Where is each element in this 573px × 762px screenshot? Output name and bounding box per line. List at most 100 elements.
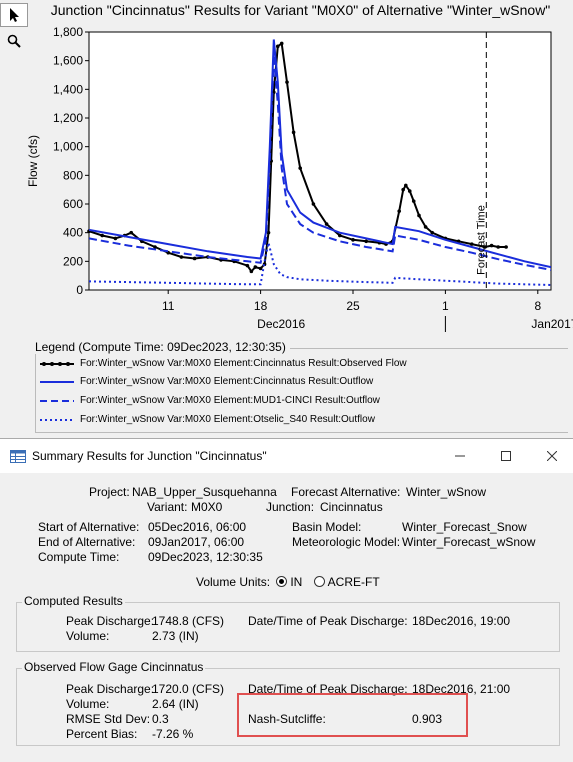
y-tick-label: 200 (63, 254, 83, 268)
outflow-line-swatch (40, 380, 74, 383)
y-tick-label: 1,800 (53, 25, 83, 39)
observed-point (279, 41, 284, 46)
observed-flow-title: Observed Flow Gage Cincinnatus (22, 660, 206, 674)
observed-point (253, 265, 258, 269)
legend-item-observed: For:Winter_wSnow Var:M0X0 Element:Cincin… (40, 355, 407, 372)
computed-peak-label: Peak Discharge: (66, 614, 155, 628)
legend-title: Legend (Compute Time: 09Dec2023, 12:30:3… (35, 340, 290, 354)
project-label: Project: (89, 485, 130, 499)
observed-point (291, 130, 296, 135)
x-tick-label: 1 (442, 299, 449, 313)
compute-time-label: Compute Time: (38, 550, 120, 564)
close-icon (547, 451, 557, 461)
observed-point (470, 242, 474, 246)
pointer-tool-button[interactable] (0, 3, 28, 27)
x-tick-label: 18 (254, 299, 268, 313)
dialog-titlebar[interactable]: Summary Results for Junction "Cincinnatu… (0, 439, 573, 473)
minimize-button[interactable] (437, 442, 483, 470)
chart-title: Junction "Cincinnatus" Results for Varia… (50, 2, 551, 18)
observed-point (401, 187, 405, 192)
series-line-1 (89, 39, 551, 269)
month-label: Dec2016 (257, 317, 305, 331)
compute-time-value: 09Dec2023, 12:30:35 (148, 550, 263, 564)
met-model-value: Winter_Forecast_wSnow (402, 535, 536, 549)
observed-point (423, 225, 428, 229)
observed-point (249, 269, 254, 274)
legend-label-observed: For:Winter_wSnow Var:M0X0 Element:Cincin… (80, 358, 407, 369)
observed-point (338, 233, 342, 238)
observed-point (179, 255, 184, 259)
legend-item-outflow: For:Winter_wSnow Var:M0X0 Element:Cincin… (40, 373, 373, 390)
close-button[interactable] (529, 442, 573, 470)
month-label: Jan2017 (531, 317, 573, 331)
y-tick-label: 1,000 (53, 140, 83, 154)
unit-in-radio-dot (276, 576, 287, 587)
legend-label-outflow: For:Winter_wSnow Var:M0X0 Element:Cincin… (80, 376, 374, 387)
observed-point (496, 245, 501, 249)
start-value: 05Dec2016, 06:00 (148, 520, 247, 534)
otselic-line-swatch (40, 418, 74, 421)
variant-label: Variant: (147, 500, 188, 514)
unit-acre-radio[interactable]: ACRE-FT (314, 575, 380, 589)
basin-model-label: Basin Model: (292, 520, 362, 534)
observed-point (113, 236, 118, 241)
unit-acre-label: ACRE-FT (327, 575, 380, 589)
computed-results-group (16, 602, 560, 652)
observed-point (129, 230, 134, 235)
legend-item-otselic: For:Winter_wSnow Var:M0X0 Element:Otseli… (40, 411, 375, 428)
observed-point (364, 239, 369, 244)
variant-value: M0X0 (191, 500, 223, 514)
nash-sutcliffe-value: 0.903 (412, 712, 443, 726)
unit-in-radio[interactable]: IN (276, 575, 302, 589)
legend-item-mud1: For:Winter_wSnow Var:M0X0 Element:MUD1-C… (40, 392, 380, 409)
y-tick-label: 1,600 (53, 54, 83, 68)
zoom-tool-button[interactable] (0, 29, 28, 53)
nash-sutcliffe-highlight (237, 693, 468, 737)
mud1-line-swatch (40, 399, 74, 402)
unit-acre-radio-dot (314, 576, 325, 587)
computed-peak-date-label: Date/Time of Peak Discharge: (248, 614, 408, 628)
observed-point (285, 80, 289, 84)
percent-bias-value: -7.26 % (152, 727, 194, 741)
legend: For:Winter_wSnow Var:M0X0 Element:Cincin… (33, 340, 573, 433)
observed-point (397, 209, 402, 213)
observed-point (298, 166, 303, 170)
observed-point (411, 199, 416, 203)
flow-chart[interactable]: 0 200 400 600 800 1,000 1,200 1,400 1,600 1,800 Fl… (0, 0, 573, 340)
observed-point (266, 230, 271, 235)
observed-point (275, 44, 280, 49)
observed-flow-group (16, 668, 560, 746)
observed-point (245, 263, 250, 268)
observed-peak-date-label: Date/Time of Peak Discharge: (248, 682, 408, 696)
observed-point (504, 245, 508, 249)
met-model-label: Meteorologic Model: (292, 535, 401, 549)
y-tick-label: 0 (76, 283, 83, 297)
observed-point (153, 245, 157, 249)
legend-label-otselic: For:Winter_wSnow Var:M0X0 Element:Otseli… (80, 414, 375, 425)
forecast-alternative-label: Forecast Alternative: (291, 485, 401, 499)
forecast-alternative-value: Winter_wSnow (406, 485, 487, 499)
maximize-button[interactable] (483, 442, 529, 470)
observed-point (407, 189, 412, 193)
observed-peak-date-value: 18Dec2016, 21:00 (412, 682, 511, 696)
arrow-pointer-icon (10, 8, 19, 22)
x-tick-label: 11 (162, 299, 175, 313)
observed-point (311, 202, 316, 206)
project-value: NAB_Upper_Susquehanna (132, 485, 277, 499)
y-tick-label: 1,400 (53, 82, 83, 96)
y-tick-label: 400 (63, 226, 83, 240)
observed-point (430, 230, 435, 235)
dialog-title: Summary Results for Junction "Cincinnatu… (32, 449, 267, 463)
observed-point (258, 266, 263, 271)
x-tick-label: 8 (534, 299, 541, 313)
y-tick-label: 600 (63, 197, 83, 211)
magnifier-icon (7, 34, 21, 48)
legend-box: For:Winter_wSnow Var:M0X0 Element:Cincin… (35, 348, 568, 433)
y-tick-label: 800 (63, 168, 83, 182)
percent-bias-label: Percent Bias: (66, 727, 138, 741)
computed-volume-label: Volume: (66, 629, 110, 643)
series-line-3 (89, 242, 551, 286)
series-line-2 (89, 54, 551, 271)
nash-sutcliffe-label: Nash-Sutcliffe: (248, 712, 326, 726)
observed-volume-value: 2.64 (IN) (152, 697, 199, 711)
